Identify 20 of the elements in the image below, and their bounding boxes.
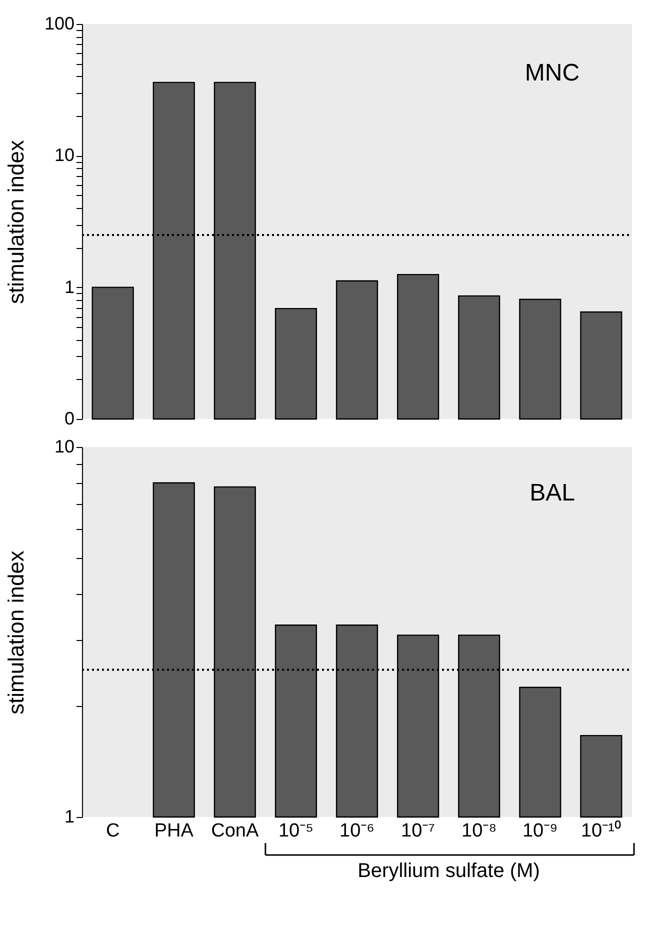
- y-tick-label: 10: [54, 145, 74, 166]
- y-tick-label: 1: [64, 276, 74, 297]
- x-tick-label: C: [106, 820, 120, 842]
- x-tick-label: 10⁻⁸: [462, 820, 497, 842]
- y-axis-title: stimulation index: [4, 550, 28, 714]
- x-tick-label: 10⁻⁶: [340, 820, 374, 842]
- x-tick-label: 10⁻⁵: [278, 820, 314, 842]
- y-axis-title: stimulation index: [4, 140, 28, 304]
- x-tick-label: ConA: [211, 820, 260, 842]
- annotation: MNC: [524, 59, 580, 86]
- x-tick-label: 10⁻⁹: [522, 820, 558, 842]
- x-tick-label: 10⁻¹⁰: [580, 820, 622, 842]
- annotation: BAL: [530, 479, 575, 506]
- y-tick-label: 1: [64, 806, 74, 826]
- y-tick-label: 10: [54, 436, 74, 456]
- x-tick-label: 10⁻⁷: [401, 820, 436, 842]
- y-tick-label: 0: [64, 408, 74, 428]
- x-axis-title: Beryllium sulfate (M): [358, 860, 540, 882]
- y-tick-label: 100: [44, 14, 74, 34]
- x-tick-label: PHA: [154, 820, 194, 842]
